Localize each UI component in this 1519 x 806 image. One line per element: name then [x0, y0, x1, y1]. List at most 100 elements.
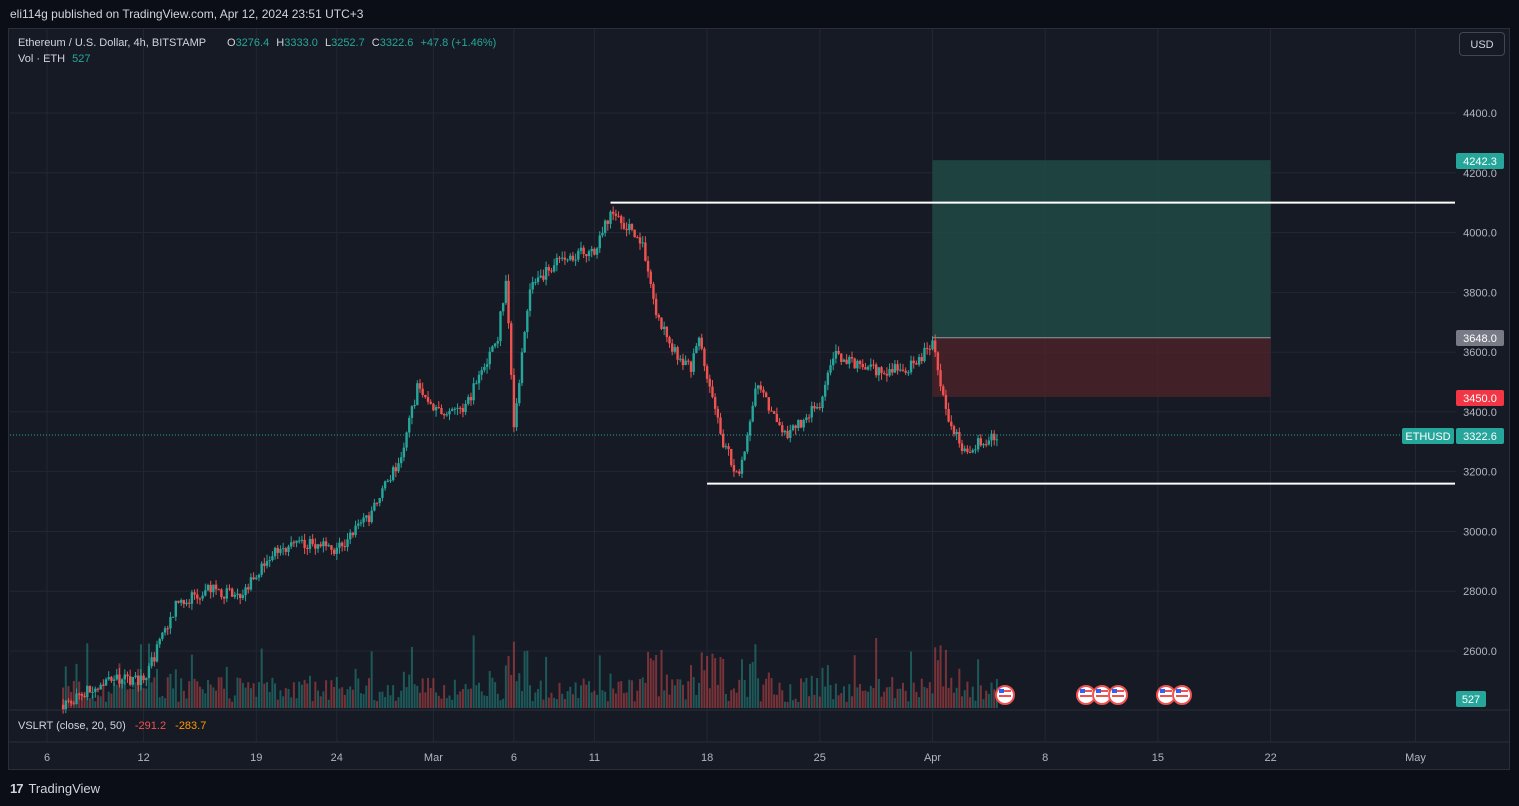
volume-bar: [518, 673, 521, 708]
candle-body: [813, 405, 816, 409]
volume-bar: [727, 700, 730, 708]
volume-bar: [990, 682, 993, 708]
candle-body: [91, 692, 94, 694]
volume-bar: [665, 674, 668, 708]
candle-body: [856, 360, 859, 369]
candle-body: [700, 337, 703, 349]
volume-bar: [676, 679, 679, 708]
candle-body: [273, 547, 277, 557]
candle-body: [488, 351, 491, 365]
candle-body: [424, 394, 427, 398]
volume-bar: [684, 699, 687, 708]
candle-body: [858, 360, 862, 365]
time-tick-label: 19: [250, 752, 262, 764]
price-tick-label: 3000.0: [1463, 526, 1497, 538]
volume-bar: [765, 678, 768, 708]
candle-body: [955, 431, 958, 435]
candle-body: [408, 417, 411, 433]
volume-bar: [373, 699, 376, 708]
candle-body: [528, 289, 532, 311]
candle-body: [552, 265, 556, 272]
candle-body: [662, 326, 666, 329]
volume-bar: [555, 699, 558, 708]
volume-bar: [582, 678, 585, 708]
volume-bar: [341, 687, 344, 708]
candle-body: [901, 369, 905, 371]
volume-bar: [274, 683, 277, 708]
candle-body: [649, 271, 652, 285]
time-tick-label: Apr: [924, 752, 941, 764]
candle-body: [523, 332, 526, 353]
tradingview-logo[interactable]: 17 TradingView: [10, 781, 100, 796]
candle-body: [711, 386, 714, 398]
candle-body: [722, 433, 725, 448]
volume-bar: [979, 685, 982, 708]
currency-button[interactable]: USD: [1459, 32, 1505, 56]
candle-body: [915, 363, 918, 365]
candle-body: [332, 549, 336, 554]
candle-body: [842, 359, 846, 362]
volume-bar: [561, 693, 564, 708]
candle-body: [220, 589, 223, 598]
volume-bar: [351, 689, 354, 708]
flag-stripe: [1096, 690, 1108, 692]
candle-body: [300, 539, 304, 541]
time-axis: 6 12 19 24 Mar 6 11 18 25 Apr 8 15 22 May: [44, 752, 1426, 764]
volume-bar: [655, 654, 658, 708]
candle-body: [896, 364, 899, 371]
volume-bar: [421, 678, 424, 708]
candle-body: [697, 337, 701, 347]
candle-body: [850, 357, 854, 359]
volume-bar: [440, 698, 443, 708]
volume-bar: [861, 690, 864, 708]
candle-body: [499, 311, 502, 342]
volume-bar: [848, 684, 851, 708]
legend-o-label: O: [227, 37, 236, 49]
volume-bar: [172, 688, 175, 708]
candle-body: [206, 584, 210, 591]
candle-body: [995, 439, 999, 441]
time-tick-label: 24: [331, 752, 343, 764]
candle-body: [268, 560, 271, 562]
volume-bar: [496, 693, 499, 708]
volume-bar: [129, 688, 132, 708]
candle-body: [413, 404, 416, 407]
volume-bar: [290, 697, 293, 708]
candle-body: [861, 364, 864, 368]
chart-frame[interactable]: [8, 28, 1510, 770]
candle-body: [265, 561, 269, 566]
volume-bar: [402, 671, 405, 708]
volume-bar: [628, 679, 631, 708]
flag-canton: [1112, 689, 1117, 693]
publish-bar: eli114g published on TradingView.com, Ap…: [0, 0, 1519, 28]
volume-bar: [630, 680, 633, 708]
volume-bar: [977, 659, 980, 708]
candle-body: [67, 700, 70, 702]
candle-body: [928, 348, 932, 350]
volume-bar: [598, 655, 601, 708]
volume-bar: [292, 682, 295, 708]
volume-bar: [247, 682, 250, 708]
candle-body: [606, 220, 610, 224]
volume-bar: [153, 677, 156, 708]
candle-body: [960, 443, 964, 451]
candle-body: [281, 548, 285, 550]
volume-bar: [985, 690, 988, 708]
volume-bar: [563, 699, 566, 708]
volume-bar: [885, 687, 888, 708]
candle-body: [837, 350, 840, 354]
volume-bar: [810, 675, 813, 708]
candle-body: [257, 574, 261, 578]
candle-body: [134, 675, 137, 678]
candle-body: [888, 369, 891, 376]
candle-body: [163, 628, 167, 633]
flag-stripe: [1112, 690, 1124, 692]
candle-body: [322, 541, 325, 547]
candle-body: [681, 358, 685, 366]
footer: 17 TradingView: [0, 776, 1519, 806]
candle-body: [754, 388, 757, 406]
entry-price-tag: 3648.0: [1456, 330, 1504, 346]
candle-body: [622, 223, 626, 229]
time-tick-label: 12: [137, 752, 149, 764]
